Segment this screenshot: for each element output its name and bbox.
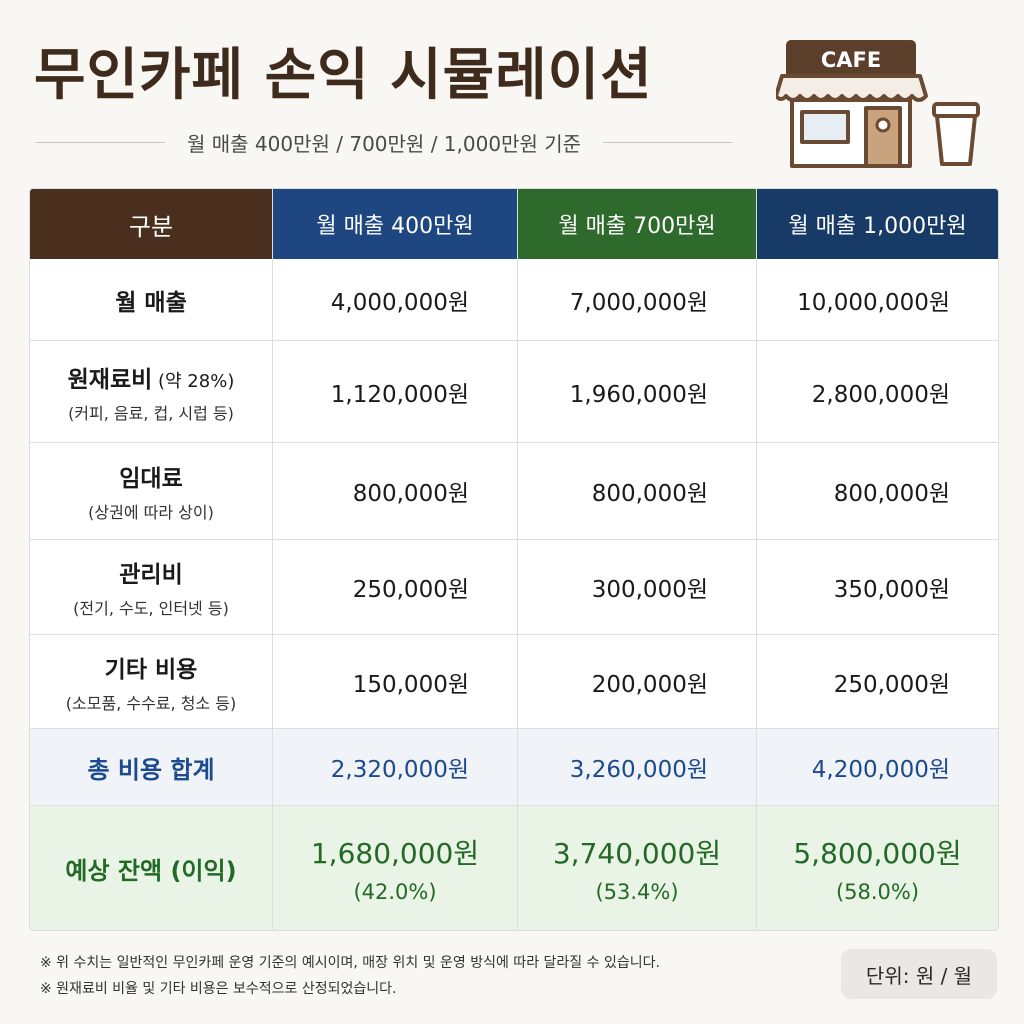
table-cell: 250,000원	[757, 635, 998, 729]
page-title: 무인카페 손익 시뮬레이션	[34, 43, 653, 108]
row-label-maintenance: 관리비 (전기, 수도, 인터넷 등)	[30, 540, 273, 635]
footnotes: ※ 위 수치는 일반적인 무인카페 운영 기준의 예시이며, 매장 위치 및 운…	[40, 950, 660, 1002]
subtitle-row: 월 매출 400만원 / 700만원 / 1,000만원 기준	[36, 128, 733, 157]
table-cell: 800,000원	[757, 443, 998, 540]
table-cell: 300,000원	[518, 540, 757, 635]
row-label-text: 임대료	[119, 466, 183, 492]
row-label-rent: 임대료 (상권에 따라 상이)	[30, 443, 273, 540]
table-cell: 10,000,000원	[757, 259, 998, 341]
cafe-illustration: CAFE	[776, 40, 980, 168]
table-cell: 150,000원	[273, 635, 518, 729]
row-label-text: 월 매출	[115, 289, 187, 316]
table-cell: 1,960,000원	[518, 341, 757, 443]
table-cell: 800,000원	[273, 443, 518, 540]
row-label-paren: (약 28%)	[152, 370, 235, 392]
table-cell: 2,800,000원	[757, 341, 998, 443]
divider-left	[36, 142, 166, 143]
table-cell: 200,000원	[518, 635, 757, 729]
row-label-revenue: 월 매출	[30, 259, 273, 341]
profit-cell: 1,680,000원 (42.0%)	[273, 806, 518, 930]
row-note: (상권에 따라 상이)	[88, 503, 214, 522]
divider-right	[603, 142, 733, 143]
total-cost-cell: 4,200,000원	[757, 729, 998, 806]
profit-label: 예상 잔액 (이익)	[30, 806, 273, 930]
table-cell: 4,000,000원	[273, 259, 518, 341]
table-cell: 350,000원	[757, 540, 998, 635]
footnote: ※ 위 수치는 일반적인 무인카페 운영 기준의 예시이며, 매장 위치 및 운…	[40, 955, 660, 971]
row-label-material-cost: 원재료비 (약 28%) (커피, 음료, 컵, 시럽 등)	[30, 341, 273, 443]
profit-amount: 5,800,000원	[793, 837, 962, 870]
page-subtitle: 월 매출 400만원 / 700만원 / 1,000만원 기준	[187, 132, 581, 156]
table-cell: 7,000,000원	[518, 259, 757, 341]
row-label-text: 원재료비 (약 28%)	[67, 366, 235, 393]
footnote: ※ 원재료비 비율 및 기타 비용은 보수적으로 산정되었습니다.	[40, 981, 397, 997]
pnl-table: 구분 월 매출 400만원 월 매출 700만원 월 매출 1,000만원 월 …	[29, 188, 999, 931]
unit-badge: 단위: 원 / 월	[841, 949, 997, 999]
table-cell: 1,120,000원	[273, 341, 518, 443]
header-revenue-1000: 월 매출 1,000만원	[757, 189, 998, 259]
coffee-cup-icon	[932, 102, 980, 166]
total-cost-cell: 2,320,000원	[273, 729, 518, 806]
profit-cell: 3,740,000원 (53.4%)	[518, 806, 757, 930]
profit-amount: 1,680,000원	[310, 837, 480, 870]
row-label-text: 기타 비용	[104, 656, 198, 683]
row-note: (전기, 수도, 인터넷 등)	[73, 599, 229, 618]
row-note: (소모품, 수수료, 청소 등)	[65, 693, 237, 713]
header-category: 구분	[30, 189, 273, 259]
row-label-text: 관리비	[119, 562, 183, 588]
row-label-other-costs: 기타 비용 (소모품, 수수료, 청소 등)	[30, 635, 273, 729]
cafe-sign-text: CAFE	[821, 48, 881, 72]
profit-percent: (42.0%)	[353, 880, 437, 904]
table-cell: 250,000원	[273, 540, 518, 635]
profit-cell: 5,800,000원 (58.0%)	[757, 806, 998, 930]
header-revenue-400: 월 매출 400만원	[273, 189, 518, 259]
cafe-storefront-icon: CAFE	[776, 40, 928, 168]
total-cost-label: 총 비용 합계	[30, 729, 273, 806]
row-note: (커피, 음료, 컵, 시럽 등)	[68, 403, 234, 423]
profit-label-paren: (이익)	[162, 856, 237, 885]
total-cost-cell: 3,260,000원	[518, 729, 757, 806]
table-cell: 800,000원	[518, 443, 757, 540]
header-revenue-700: 월 매출 700만원	[518, 189, 757, 259]
profit-percent: (53.4%)	[595, 880, 679, 904]
profit-amount: 3,740,000원	[552, 837, 722, 870]
profit-percent: (58.0%)	[835, 880, 920, 904]
